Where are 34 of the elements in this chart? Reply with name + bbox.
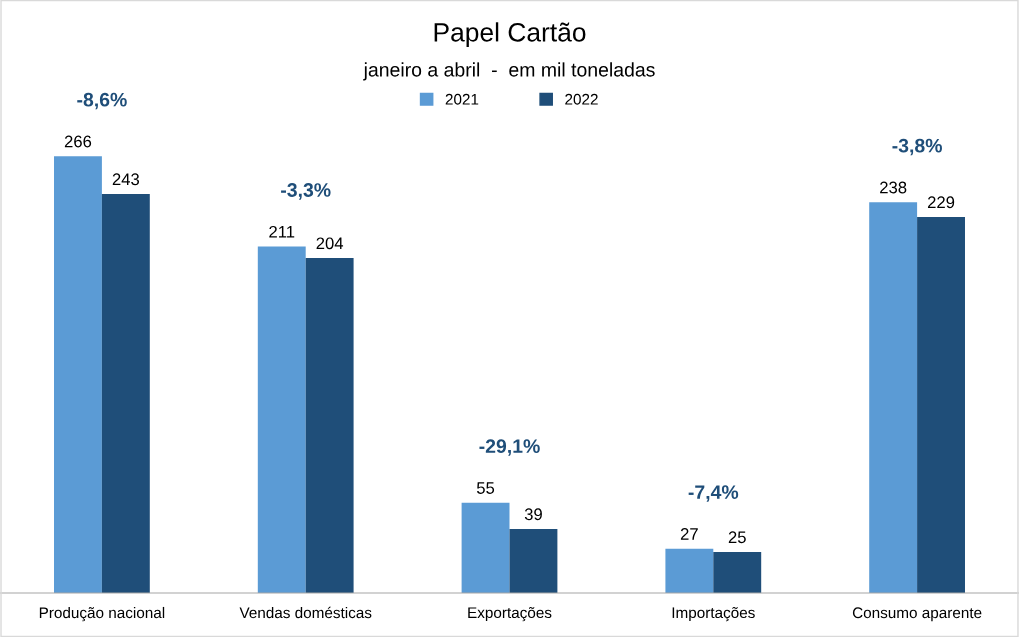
data-label: 229 <box>927 196 955 209</box>
data-label: 27 <box>680 528 698 540</box>
chart-subtitle: janeiro a abril - em mil toneladas <box>363 62 655 81</box>
x-tick-label: Vendas domésticas <box>239 606 372 619</box>
bar <box>257 246 306 594</box>
bar <box>54 156 102 594</box>
x-tick-label: Importações <box>672 606 755 622</box>
bar <box>869 202 918 594</box>
bar <box>101 194 150 594</box>
text: -3,8% <box>892 138 942 156</box>
bar <box>713 551 762 594</box>
data-label: 55 <box>476 482 495 494</box>
x-tick-label: Exportações <box>468 606 552 622</box>
annotation: -7,4% <box>688 485 739 502</box>
bar <box>917 217 965 594</box>
data-label: 39 <box>524 508 542 521</box>
bar <box>509 529 558 594</box>
x-tick-label: Consumo aparente <box>852 607 982 622</box>
data-label: 266 <box>64 135 92 148</box>
data-label: 25 <box>728 531 746 544</box>
bar <box>665 548 714 594</box>
chart-title: Papel Cartão <box>434 22 586 47</box>
text: -8,6% <box>77 92 127 110</box>
annotation: -3,3% <box>281 183 331 200</box>
data-label: 204 <box>316 237 344 250</box>
data-label: 238 <box>880 181 907 194</box>
x-tick-label: Produção nacional <box>39 606 165 622</box>
data-label: 211 <box>269 225 295 238</box>
annotation: -29,1% <box>479 439 540 456</box>
legend-label: 2022 <box>565 93 598 105</box>
bar <box>305 258 354 594</box>
bar <box>461 502 510 594</box>
legend-label: 2021 <box>445 93 479 105</box>
data-label: 243 <box>112 173 140 186</box>
